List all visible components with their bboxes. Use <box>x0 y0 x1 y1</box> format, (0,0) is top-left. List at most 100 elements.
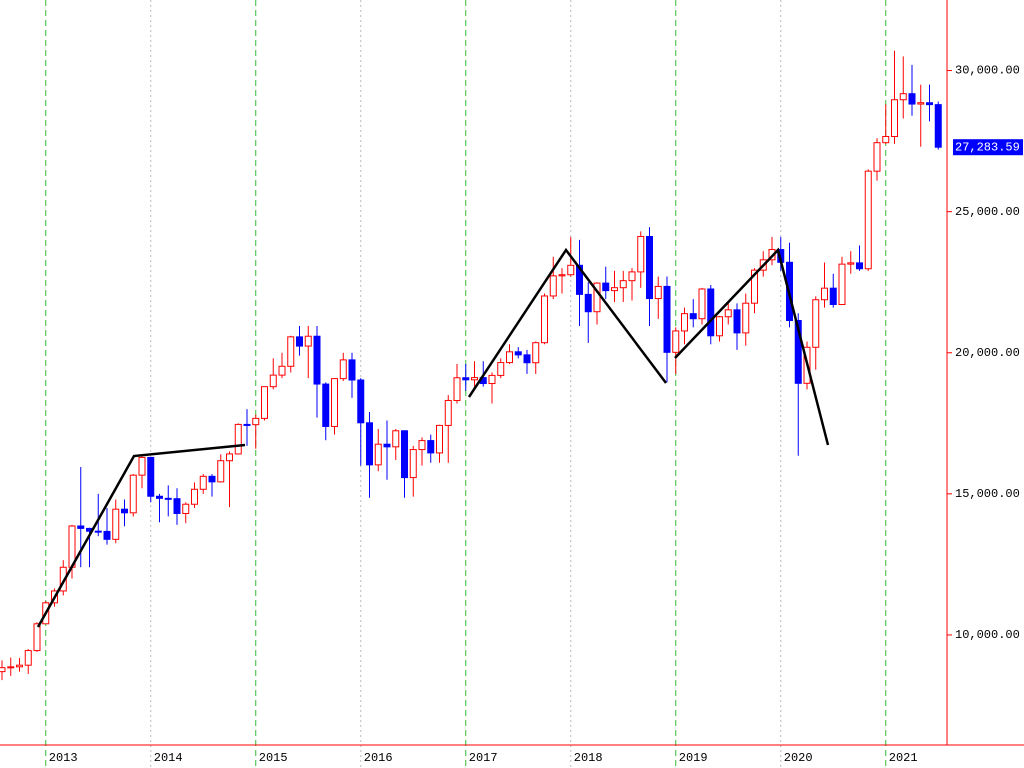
candle-body <box>24 650 32 666</box>
candle-body <box>681 313 688 332</box>
candle-body <box>567 264 575 276</box>
candle-body <box>724 309 732 318</box>
candle-body <box>646 235 653 300</box>
candle-body <box>112 508 120 540</box>
candle-body <box>33 623 41 652</box>
x-tick-label: 2013 <box>49 751 78 765</box>
candle-body <box>401 430 408 479</box>
candle-body <box>339 359 347 380</box>
candle-body <box>698 288 706 320</box>
candle-body <box>558 274 566 277</box>
candle-body <box>418 440 426 451</box>
candle-body <box>707 288 715 337</box>
candle-body <box>506 351 513 364</box>
candle-body <box>243 423 251 426</box>
candle-body <box>873 142 881 172</box>
x-tick-label: 2015 <box>259 751 288 765</box>
candle-body <box>716 316 723 337</box>
candle-body <box>882 135 890 144</box>
candle-body <box>173 498 181 514</box>
candle-body <box>138 456 146 476</box>
candle-body <box>751 269 758 304</box>
candle-body <box>462 377 470 381</box>
candle-body <box>287 336 295 367</box>
candle-body <box>304 335 312 347</box>
candle-body <box>891 99 898 137</box>
candle-body <box>864 170 872 270</box>
x-tick-label: 2014 <box>154 751 183 765</box>
candle-body <box>847 262 855 265</box>
candle-body <box>829 287 837 305</box>
candle-body <box>532 342 540 364</box>
candle-body <box>856 262 863 270</box>
candle-body <box>366 422 373 466</box>
candle-body <box>821 287 828 301</box>
candle-body <box>637 235 645 273</box>
candle-body <box>182 503 190 514</box>
candle-body <box>471 377 478 381</box>
candle-body <box>208 475 216 483</box>
candle-body <box>16 664 23 668</box>
candle-body <box>383 443 391 448</box>
x-tick-label: 2021 <box>889 751 918 765</box>
candle-body <box>602 282 610 292</box>
candle-body <box>348 359 356 381</box>
candle-body <box>794 319 802 384</box>
candle-body <box>164 497 172 500</box>
candle-body <box>217 460 225 483</box>
x-tick-label: 2019 <box>679 751 708 765</box>
candle-body <box>121 508 128 514</box>
candle-body <box>278 365 286 376</box>
candle-body <box>917 102 925 105</box>
last-price-label: 27,283.59 <box>955 140 1020 154</box>
x-tick-label: 2018 <box>574 751 603 765</box>
candle-body <box>672 330 680 353</box>
y-tick-label: 15,000.00 <box>955 487 1020 501</box>
candle-body <box>103 530 111 540</box>
candle-body <box>77 525 85 529</box>
candle-body <box>252 417 260 426</box>
candle-body <box>234 423 242 455</box>
candle-body <box>7 666 15 669</box>
x-tick-label: 2016 <box>364 751 393 765</box>
candle-body <box>899 93 907 101</box>
trend-line <box>674 247 830 446</box>
last-price-box <box>953 139 1023 156</box>
candle-body <box>663 285 671 353</box>
candle-body <box>94 530 102 533</box>
candle-body <box>926 102 933 106</box>
trend-lines <box>36 247 830 628</box>
candle-body <box>549 275 557 297</box>
candle-body <box>838 263 846 305</box>
candle-body <box>0 667 6 673</box>
x-tick-label: 2020 <box>784 751 813 765</box>
candle-body <box>156 495 163 499</box>
y-tick-label: 30,000.00 <box>955 64 1020 78</box>
candle-body <box>611 287 618 292</box>
trend-line <box>467 247 667 398</box>
candle-body <box>374 443 382 466</box>
candle-body <box>269 374 277 388</box>
candle-body <box>436 424 443 454</box>
candle-body <box>488 374 496 385</box>
trend-line <box>36 443 246 628</box>
candle-body <box>261 386 268 419</box>
candle-body <box>453 377 461 401</box>
candle-body <box>147 456 155 497</box>
candle-body <box>409 449 417 479</box>
candle-body <box>331 378 338 427</box>
candle-body <box>619 280 627 289</box>
candle-body <box>129 474 137 514</box>
candle-body <box>514 351 522 356</box>
candle-body <box>908 93 916 105</box>
candle-body <box>313 335 321 385</box>
candle-body <box>812 299 820 348</box>
y-tick-label: 20,000.00 <box>955 346 1020 360</box>
candle-body <box>199 475 207 490</box>
candle-body <box>654 285 662 300</box>
candle-body <box>523 354 531 364</box>
candle-body <box>584 293 592 313</box>
y-tick-label: 10,000.00 <box>955 628 1020 642</box>
